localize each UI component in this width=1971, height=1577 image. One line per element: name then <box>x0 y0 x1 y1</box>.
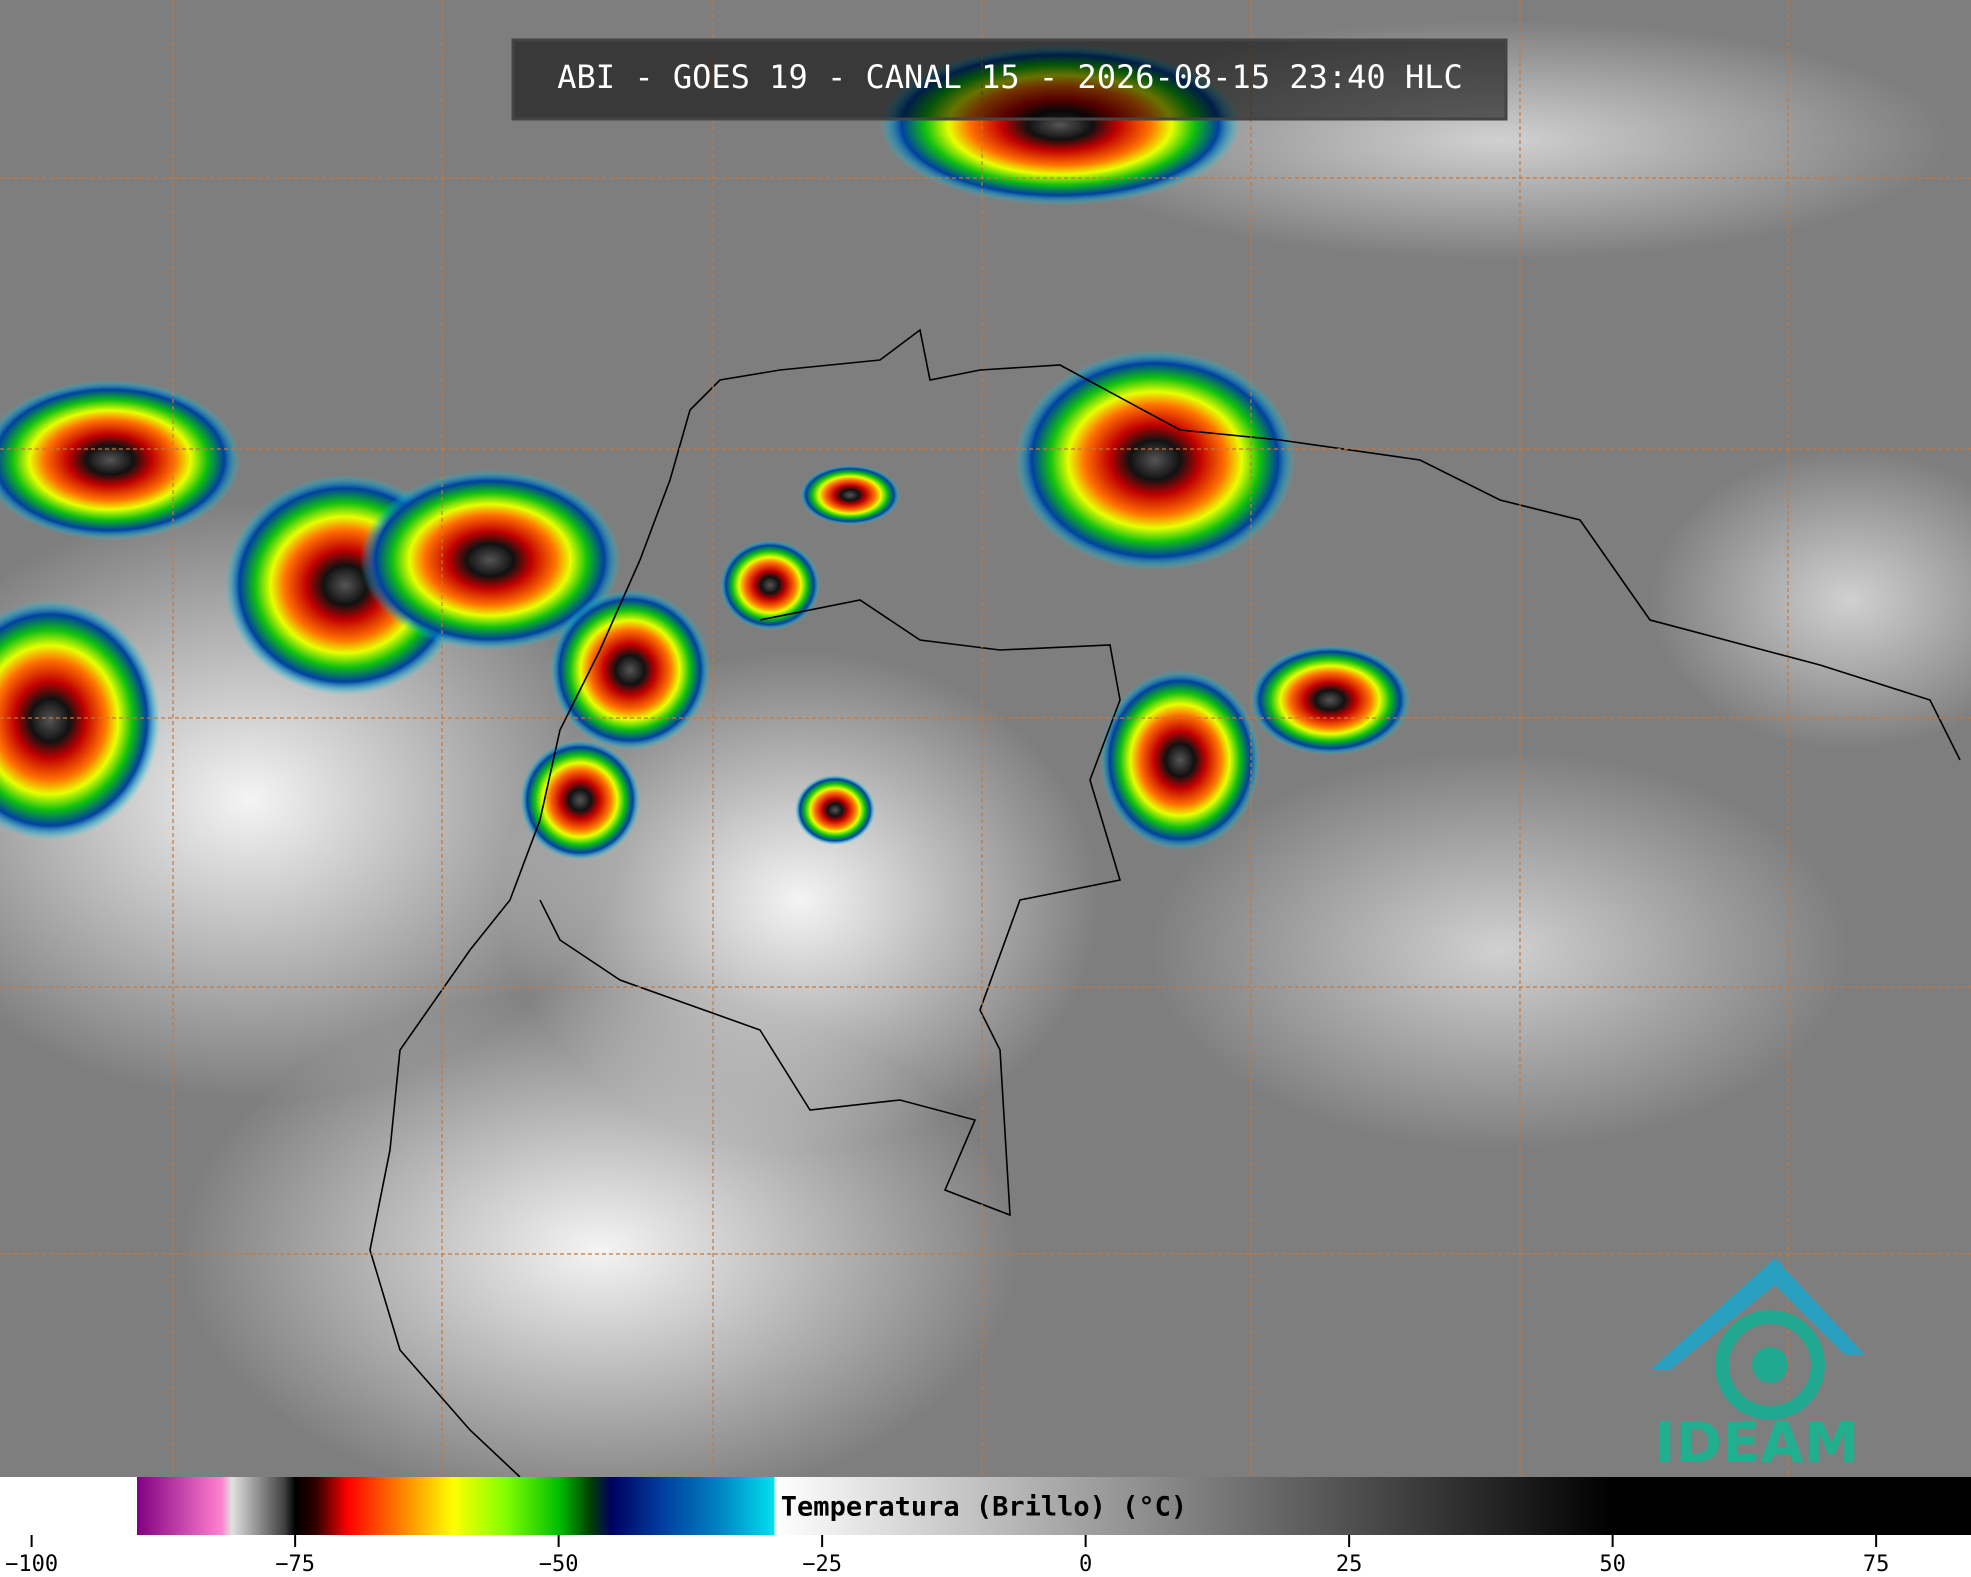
storm <box>360 470 620 650</box>
tick-label: 0 <box>1079 1552 1092 1577</box>
storm <box>1100 670 1260 850</box>
logo-eye <box>1752 1347 1788 1383</box>
storm <box>800 465 900 525</box>
storm <box>1015 350 1295 570</box>
tick-label: −50 <box>539 1552 579 1577</box>
storm <box>550 590 710 750</box>
title: ABI - GOES 19 - CANAL 15 - 2026-08-15 23… <box>557 58 1462 96</box>
tick-label: −25 <box>802 1552 842 1577</box>
satellite-image <box>0 0 1971 1510</box>
cloud <box>1650 450 1971 750</box>
cloud <box>0 500 630 1100</box>
storm <box>720 540 820 630</box>
logo: IDEAM <box>1650 1258 1865 1476</box>
title-background <box>511 38 1508 121</box>
cloud <box>1150 750 1850 1150</box>
tick-label: −100 <box>5 1552 58 1577</box>
tick-label: 75 <box>1863 1552 1890 1577</box>
border <box>539 599 1122 1217</box>
storm <box>0 600 160 840</box>
tick-label: 25 <box>1336 1552 1363 1577</box>
tick-label: 50 <box>1599 1552 1626 1577</box>
storm <box>520 740 640 860</box>
colorbar-fill <box>0 1477 1971 1535</box>
tick-label: −75 <box>275 1552 315 1577</box>
colorbar-label: Temperatura (Brillo) (°C) <box>781 1492 1187 1523</box>
storm <box>0 380 240 540</box>
logo-swirl <box>1715 1310 1825 1420</box>
cloud <box>500 650 1100 1150</box>
coastline <box>689 328 1961 761</box>
title-box: ABI - GOES 19 - CANAL 15 - 2026-08-15 23… <box>511 38 1508 121</box>
logo-text: IDEAM <box>1655 1411 1860 1476</box>
logo-roof <box>1650 1258 1865 1370</box>
storm <box>1250 645 1410 755</box>
storm <box>795 775 875 845</box>
colorbar: Temperatura (Brillo) (°C) −100 −75 −50 −25 0… <box>0 1477 1971 1577</box>
coastline <box>369 409 691 1478</box>
graticule <box>0 0 1971 1477</box>
